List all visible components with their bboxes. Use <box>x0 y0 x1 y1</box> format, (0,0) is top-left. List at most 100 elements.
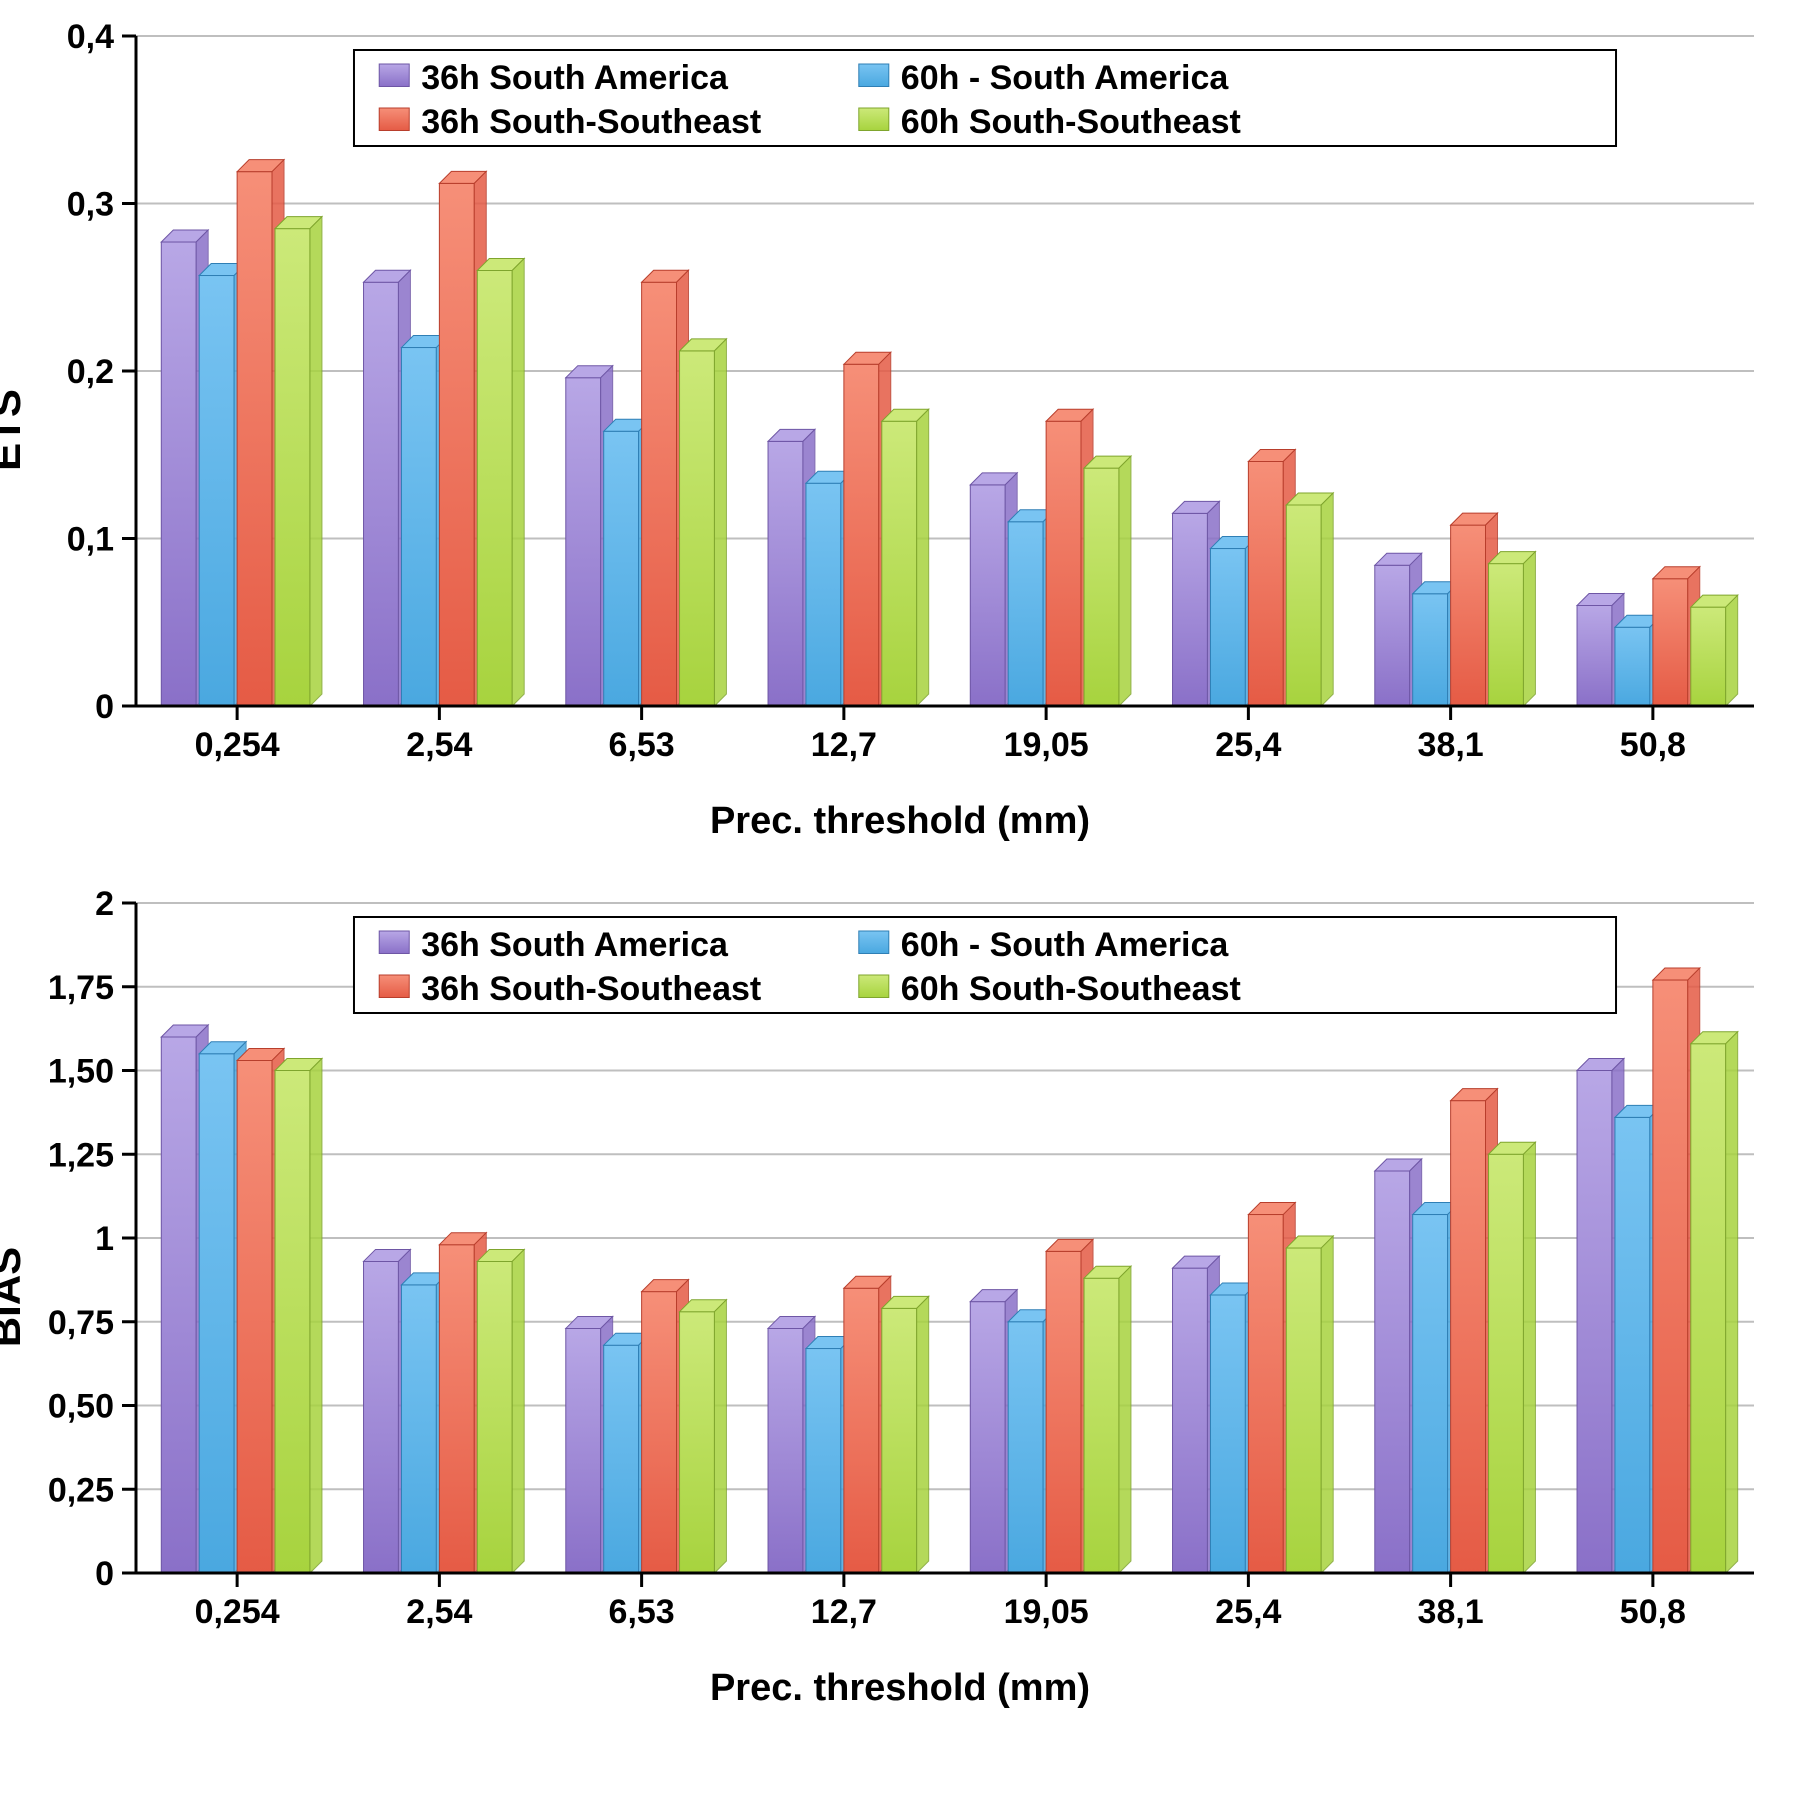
bar <box>844 364 879 706</box>
y-tick-label: 2 <box>95 885 114 923</box>
x-tick-label: 2,54 <box>406 726 472 764</box>
bar <box>1653 980 1688 1573</box>
bar <box>1691 1044 1726 1573</box>
legend-label: 36h South America <box>421 926 729 964</box>
bar <box>477 271 512 707</box>
bar <box>806 1349 841 1573</box>
y-tick-label: 1,75 <box>48 969 114 1007</box>
x-tick-label: 25,4 <box>1215 1593 1281 1631</box>
chart-svg: 00,10,20,30,40,2542,546,5312,719,0525,43… <box>16 16 1784 796</box>
bar <box>364 282 399 706</box>
y-axis-label: BIAS <box>0 1246 30 1346</box>
bar <box>439 1245 474 1573</box>
bar <box>1489 564 1524 706</box>
x-tick-label: 50,8 <box>1620 726 1686 764</box>
bar <box>970 485 1005 706</box>
bar <box>1413 1215 1448 1573</box>
legend-swatch <box>379 64 409 87</box>
bar <box>1286 505 1321 706</box>
bar <box>1615 1117 1650 1573</box>
legend-label: 36h South-Southeast <box>421 103 761 141</box>
x-axis-label: Prec. threshold (mm) <box>16 1667 1784 1710</box>
bar <box>401 1285 436 1573</box>
bar <box>161 242 196 706</box>
bar <box>1210 549 1245 706</box>
legend-swatch <box>379 975 409 998</box>
bar <box>477 1261 512 1573</box>
x-tick-label: 12,7 <box>811 726 877 764</box>
x-tick-label: 0,254 <box>195 726 280 764</box>
bar <box>275 229 310 706</box>
x-tick-label: 25,4 <box>1215 726 1281 764</box>
bar <box>161 1037 196 1573</box>
bar <box>1451 1101 1486 1573</box>
x-tick-label: 6,53 <box>609 726 675 764</box>
chart-svg: 00,250,500,7511,251,501,7520,2542,546,53… <box>16 883 1784 1663</box>
bar <box>566 378 601 706</box>
bar <box>1691 607 1726 706</box>
legend-label: 60h South-Southeast <box>901 103 1241 141</box>
figure: ETS00,10,20,30,40,2542,546,5312,719,0525… <box>16 16 1784 1710</box>
legend-swatch <box>379 108 409 131</box>
bar <box>1084 1278 1119 1573</box>
bar <box>1653 579 1688 706</box>
x-tick-label: 19,05 <box>1004 726 1089 764</box>
x-tick-label: 12,7 <box>811 1593 877 1631</box>
bar <box>604 1345 639 1573</box>
bar <box>199 276 234 706</box>
bar <box>439 183 474 706</box>
bar <box>642 1292 677 1573</box>
bar <box>806 483 841 706</box>
bar <box>1248 1215 1283 1573</box>
legend-label: 60h - South America <box>901 926 1230 964</box>
y-tick-label: 1,25 <box>48 1136 114 1174</box>
y-tick-label: 1,50 <box>48 1053 114 1091</box>
bar <box>1210 1295 1245 1573</box>
y-tick-label: 0,25 <box>48 1471 114 1509</box>
bar <box>1413 594 1448 706</box>
y-tick-label: 0 <box>95 688 114 726</box>
y-tick-label: 0,3 <box>67 186 114 224</box>
x-tick-label: 19,05 <box>1004 1593 1089 1631</box>
bar <box>1046 1251 1081 1573</box>
bar <box>1248 461 1283 706</box>
legend-swatch <box>859 64 889 87</box>
bar <box>768 441 803 706</box>
bar <box>275 1071 310 1574</box>
bar <box>1008 1322 1043 1573</box>
bar <box>1375 565 1410 706</box>
bar <box>1577 606 1612 707</box>
bar <box>237 1060 272 1573</box>
y-tick-label: 1 <box>95 1220 114 1258</box>
bar <box>1173 513 1208 706</box>
x-tick-label: 38,1 <box>1418 1593 1484 1631</box>
bar <box>566 1328 601 1573</box>
legend-swatch <box>859 108 889 131</box>
bar <box>364 1261 399 1573</box>
x-tick-label: 0,254 <box>195 1593 280 1631</box>
bar <box>1084 468 1119 706</box>
bar <box>1008 522 1043 706</box>
bar <box>970 1302 1005 1573</box>
bar <box>1577 1071 1612 1574</box>
bar <box>680 1312 715 1573</box>
bar <box>642 282 677 706</box>
bar <box>1173 1268 1208 1573</box>
bar <box>401 348 436 706</box>
legend-label: 60h - South America <box>901 59 1230 97</box>
bar <box>1286 1248 1321 1573</box>
legend-swatch <box>379 931 409 954</box>
y-tick-label: 0,50 <box>48 1388 114 1426</box>
legend-label: 60h South-Southeast <box>901 970 1241 1008</box>
bar <box>768 1328 803 1573</box>
y-axis-label: ETS <box>0 389 30 471</box>
bar <box>199 1054 234 1573</box>
bar <box>1615 627 1650 706</box>
legend-swatch <box>859 931 889 954</box>
y-tick-label: 0,2 <box>67 353 114 391</box>
legend-swatch <box>859 975 889 998</box>
bar <box>1046 421 1081 706</box>
bar <box>1375 1171 1410 1573</box>
bar <box>1451 525 1486 706</box>
bar <box>844 1288 879 1573</box>
